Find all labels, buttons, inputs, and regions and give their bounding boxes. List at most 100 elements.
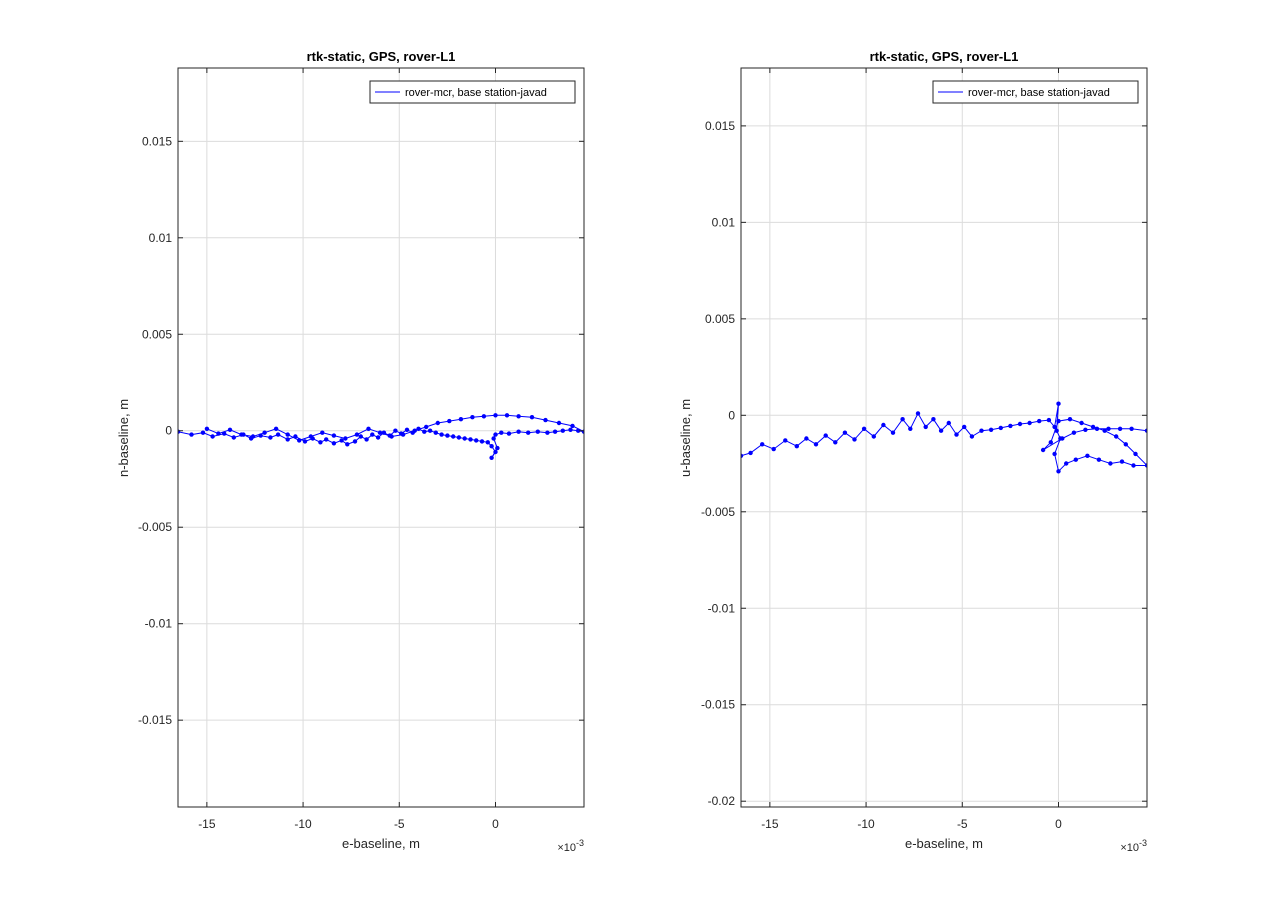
data-point xyxy=(447,418,452,424)
data-point xyxy=(1048,440,1054,445)
data-point xyxy=(458,417,464,422)
data-point xyxy=(231,435,236,440)
data-point xyxy=(794,444,799,449)
data-point xyxy=(216,431,221,436)
data-point xyxy=(1052,424,1057,430)
data-point xyxy=(852,437,857,442)
data-point xyxy=(923,424,928,430)
data-point xyxy=(318,440,323,445)
data-point xyxy=(842,430,848,435)
data-point xyxy=(1102,428,1107,433)
data-point xyxy=(833,440,838,445)
data-point xyxy=(1056,401,1061,406)
plot-area xyxy=(178,68,584,807)
y-tick-label: 0.005 xyxy=(705,312,735,326)
y-axis-label: n-baseline, m xyxy=(116,399,131,477)
plot-title: rtk-static, GPS, rover-L1 xyxy=(870,49,1019,64)
x-exponent-label: ×10-3 xyxy=(1120,838,1147,854)
data-point xyxy=(1071,430,1077,435)
data-point xyxy=(493,413,498,418)
x-tick-label: -5 xyxy=(957,817,968,831)
data-point xyxy=(1054,428,1059,433)
data-point xyxy=(1096,457,1102,462)
data-point xyxy=(499,430,504,435)
data-point xyxy=(493,449,498,455)
data-point xyxy=(204,426,210,431)
data-point xyxy=(343,436,348,441)
x-tick-label: -5 xyxy=(394,817,405,831)
data-point xyxy=(1046,417,1052,423)
data-point xyxy=(783,438,788,443)
data-point xyxy=(375,435,381,440)
data-point xyxy=(370,432,375,437)
data-point xyxy=(324,437,329,442)
data-point xyxy=(227,427,233,432)
data-point xyxy=(526,430,531,435)
data-point xyxy=(427,428,433,433)
data-point xyxy=(456,435,462,440)
legend: rover-mcr, base station-javad xyxy=(932,80,1139,104)
data-point xyxy=(285,437,290,442)
data-point xyxy=(358,434,363,439)
data-point xyxy=(556,420,562,426)
data-point xyxy=(813,442,819,447)
data-point xyxy=(400,432,406,437)
legend-box xyxy=(932,80,1139,104)
data-point xyxy=(760,442,765,447)
data-point xyxy=(1052,451,1057,457)
data-point xyxy=(354,432,360,437)
y-tick-label: -0.015 xyxy=(138,713,172,727)
data-point xyxy=(250,434,256,439)
data-point xyxy=(491,436,496,441)
data-point xyxy=(871,434,876,439)
data-point xyxy=(890,430,896,435)
data-point xyxy=(516,429,521,434)
data-point xyxy=(495,445,500,451)
data-point xyxy=(545,430,550,435)
legend-entry: rover-mcr, base station-javad xyxy=(405,87,547,99)
data-point xyxy=(297,438,302,443)
data-point xyxy=(1040,447,1046,453)
data-point xyxy=(1060,436,1065,441)
data-point xyxy=(988,427,994,432)
data-point xyxy=(189,432,194,437)
data-point xyxy=(938,428,944,433)
data-point xyxy=(275,432,281,437)
data-point xyxy=(377,430,383,435)
data-point xyxy=(481,414,487,419)
data-point xyxy=(474,438,479,443)
x-tick-label: 0 xyxy=(492,817,499,831)
data-point xyxy=(748,450,753,456)
data-point xyxy=(908,426,913,431)
data-point xyxy=(416,426,421,431)
legend-box xyxy=(369,80,576,104)
axes-box xyxy=(740,67,1148,808)
data-point xyxy=(979,428,984,433)
data-point xyxy=(1027,420,1032,426)
data-point xyxy=(568,427,573,432)
data-point xyxy=(1129,426,1134,431)
data-point xyxy=(439,432,444,437)
data-point xyxy=(1017,421,1023,427)
data-point xyxy=(1106,426,1111,431)
legend: rover-mcr, base station-javad xyxy=(369,80,576,104)
y-tick-label: -0.01 xyxy=(708,601,736,615)
data-point xyxy=(485,440,490,445)
y-axis-label: u-baseline, m xyxy=(678,399,693,477)
data-point xyxy=(451,434,456,439)
series-group xyxy=(741,401,1147,474)
data-point xyxy=(543,417,548,423)
data-point xyxy=(302,439,308,444)
data-point xyxy=(962,424,967,430)
data-point xyxy=(412,428,417,433)
data-point xyxy=(576,428,581,433)
legend-entry: rover-mcr, base station-javad xyxy=(968,87,1110,99)
data-point xyxy=(1090,424,1096,430)
data-point xyxy=(931,417,936,422)
y-tick-label: 0.01 xyxy=(149,231,173,245)
data-point xyxy=(560,428,565,433)
data-point xyxy=(435,420,440,426)
axes-box xyxy=(177,67,585,808)
x-axis-label: e-baseline, m xyxy=(905,836,983,851)
